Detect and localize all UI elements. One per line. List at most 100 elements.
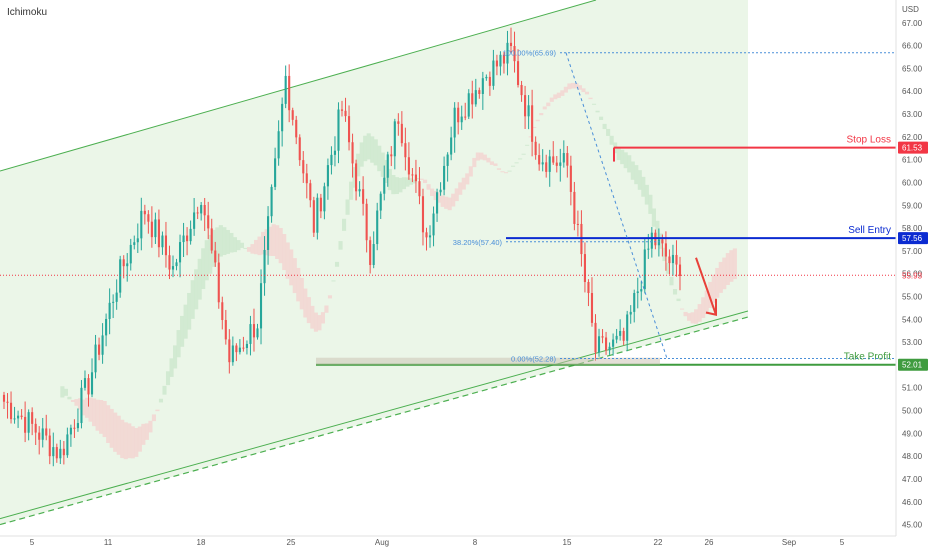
ichimoku-cloud-segment	[630, 161, 635, 180]
candle	[527, 105, 530, 117]
ichimoku-cloud-segment	[461, 177, 466, 190]
price-tag-box	[898, 358, 928, 371]
ichimoku-cloud-segment	[296, 267, 301, 302]
channel-lower-line-2	[0, 310, 749, 520]
ichimoku-cloud-segment	[158, 398, 164, 403]
candle	[548, 156, 551, 172]
ichimoku-cloud-segment	[454, 188, 459, 202]
candle	[365, 203, 368, 241]
ichimoku-cloud-segment	[433, 191, 438, 201]
ichimoku-cloud-segment	[246, 247, 252, 252]
ichimoku-cloud-segment	[99, 400, 104, 434]
candle	[355, 163, 358, 192]
ichimoku-cloud-segment	[289, 249, 294, 286]
candle	[256, 328, 259, 338]
ichimoku-cloud-segment	[718, 261, 723, 293]
ichimoku-cloud-segment	[123, 422, 128, 460]
price-tag: 52.01	[902, 361, 923, 370]
y-tick-label: 67.00	[902, 19, 923, 28]
ichimoku-cloud-segment	[113, 412, 118, 452]
candle	[379, 193, 382, 211]
ichimoku-cloud-segment	[444, 196, 449, 209]
ichimoku-cloud-segment	[422, 179, 428, 184]
ichimoku-cloud-segment	[391, 174, 396, 195]
ichimoku-cloud-segment	[299, 277, 304, 310]
candle	[73, 427, 76, 429]
ichimoku-cloud-segment	[697, 304, 702, 322]
ichimoku-cloud-segment	[518, 158, 523, 160]
candle	[9, 402, 13, 420]
y-tick-label: 65.00	[902, 64, 923, 73]
candle	[524, 95, 527, 117]
candle	[640, 289, 643, 292]
candle	[545, 162, 548, 172]
ichimoku-cloud-segment	[313, 312, 318, 332]
candle	[520, 84, 523, 96]
ichimoku-cloud-segment	[190, 280, 195, 319]
currency-label: USD	[902, 5, 919, 14]
y-tick-label: 46.00	[902, 498, 923, 507]
candle	[83, 378, 87, 388]
ichimoku-cloud-segment	[387, 168, 392, 191]
ichimoku-cloud-segment	[595, 110, 600, 113]
candle	[309, 183, 312, 201]
candle	[418, 181, 421, 197]
ichimoku-cloud-segment	[694, 309, 699, 324]
ichimoku-cloud-segment	[437, 192, 442, 203]
candle	[587, 282, 590, 294]
candle	[291, 110, 294, 120]
ichimoku-cloud-segment	[560, 90, 565, 96]
ichimoku-cloud-segment	[430, 188, 435, 196]
candle	[671, 254, 675, 264]
candle	[157, 219, 160, 248]
candle	[326, 165, 329, 187]
ichimoku-cloud-segment	[222, 227, 227, 256]
ichimoku-cloud-segment	[127, 423, 132, 459]
candle	[583, 254, 586, 283]
ichimoku-cloud-segment	[63, 388, 68, 396]
candle	[499, 54, 502, 67]
x-tick-label: 5	[30, 538, 35, 547]
ichimoku-cloud-segment	[109, 408, 114, 448]
ichimoku-cloud-segment	[380, 152, 385, 177]
candle	[664, 243, 667, 257]
candle	[464, 116, 467, 118]
candle	[467, 93, 470, 117]
candle	[305, 173, 308, 184]
candle	[495, 60, 498, 67]
candle	[362, 189, 365, 204]
ichimoku-cloud-segment	[282, 233, 287, 271]
candle	[94, 344, 97, 373]
ichimoku-cloud-segment	[257, 236, 262, 256]
ichimoku-cloud-segment	[130, 426, 135, 459]
ichimoku-cloud-segment	[373, 139, 378, 166]
ichimoku-cloud-segment	[215, 227, 220, 262]
candle	[189, 228, 192, 242]
x-tick-label: 8	[473, 538, 478, 547]
ichimoku-cloud-segment	[690, 312, 695, 324]
y-tick-label: 54.00	[902, 315, 923, 324]
candle	[675, 254, 678, 265]
candle	[421, 196, 425, 233]
candle	[312, 200, 315, 233]
price-tag-box	[898, 232, 928, 245]
candle	[650, 232, 653, 249]
candle	[154, 219, 157, 238]
candle	[55, 447, 58, 459]
candle	[171, 266, 175, 270]
ichimoku-cloud-segment	[486, 157, 491, 163]
ichimoku-cloud-segment	[155, 409, 160, 412]
candle	[678, 264, 682, 276]
candle	[133, 242, 136, 245]
candle	[404, 143, 407, 158]
candle	[140, 210, 143, 239]
ichimoku-cloud-segment	[218, 225, 223, 257]
candle	[594, 322, 597, 353]
x-tick-label: Sep	[782, 538, 797, 547]
ichimoku-cloud-segment	[183, 304, 188, 339]
candle	[221, 302, 224, 321]
ichimoku-cloud-segment	[236, 240, 241, 251]
candle	[62, 448, 65, 456]
